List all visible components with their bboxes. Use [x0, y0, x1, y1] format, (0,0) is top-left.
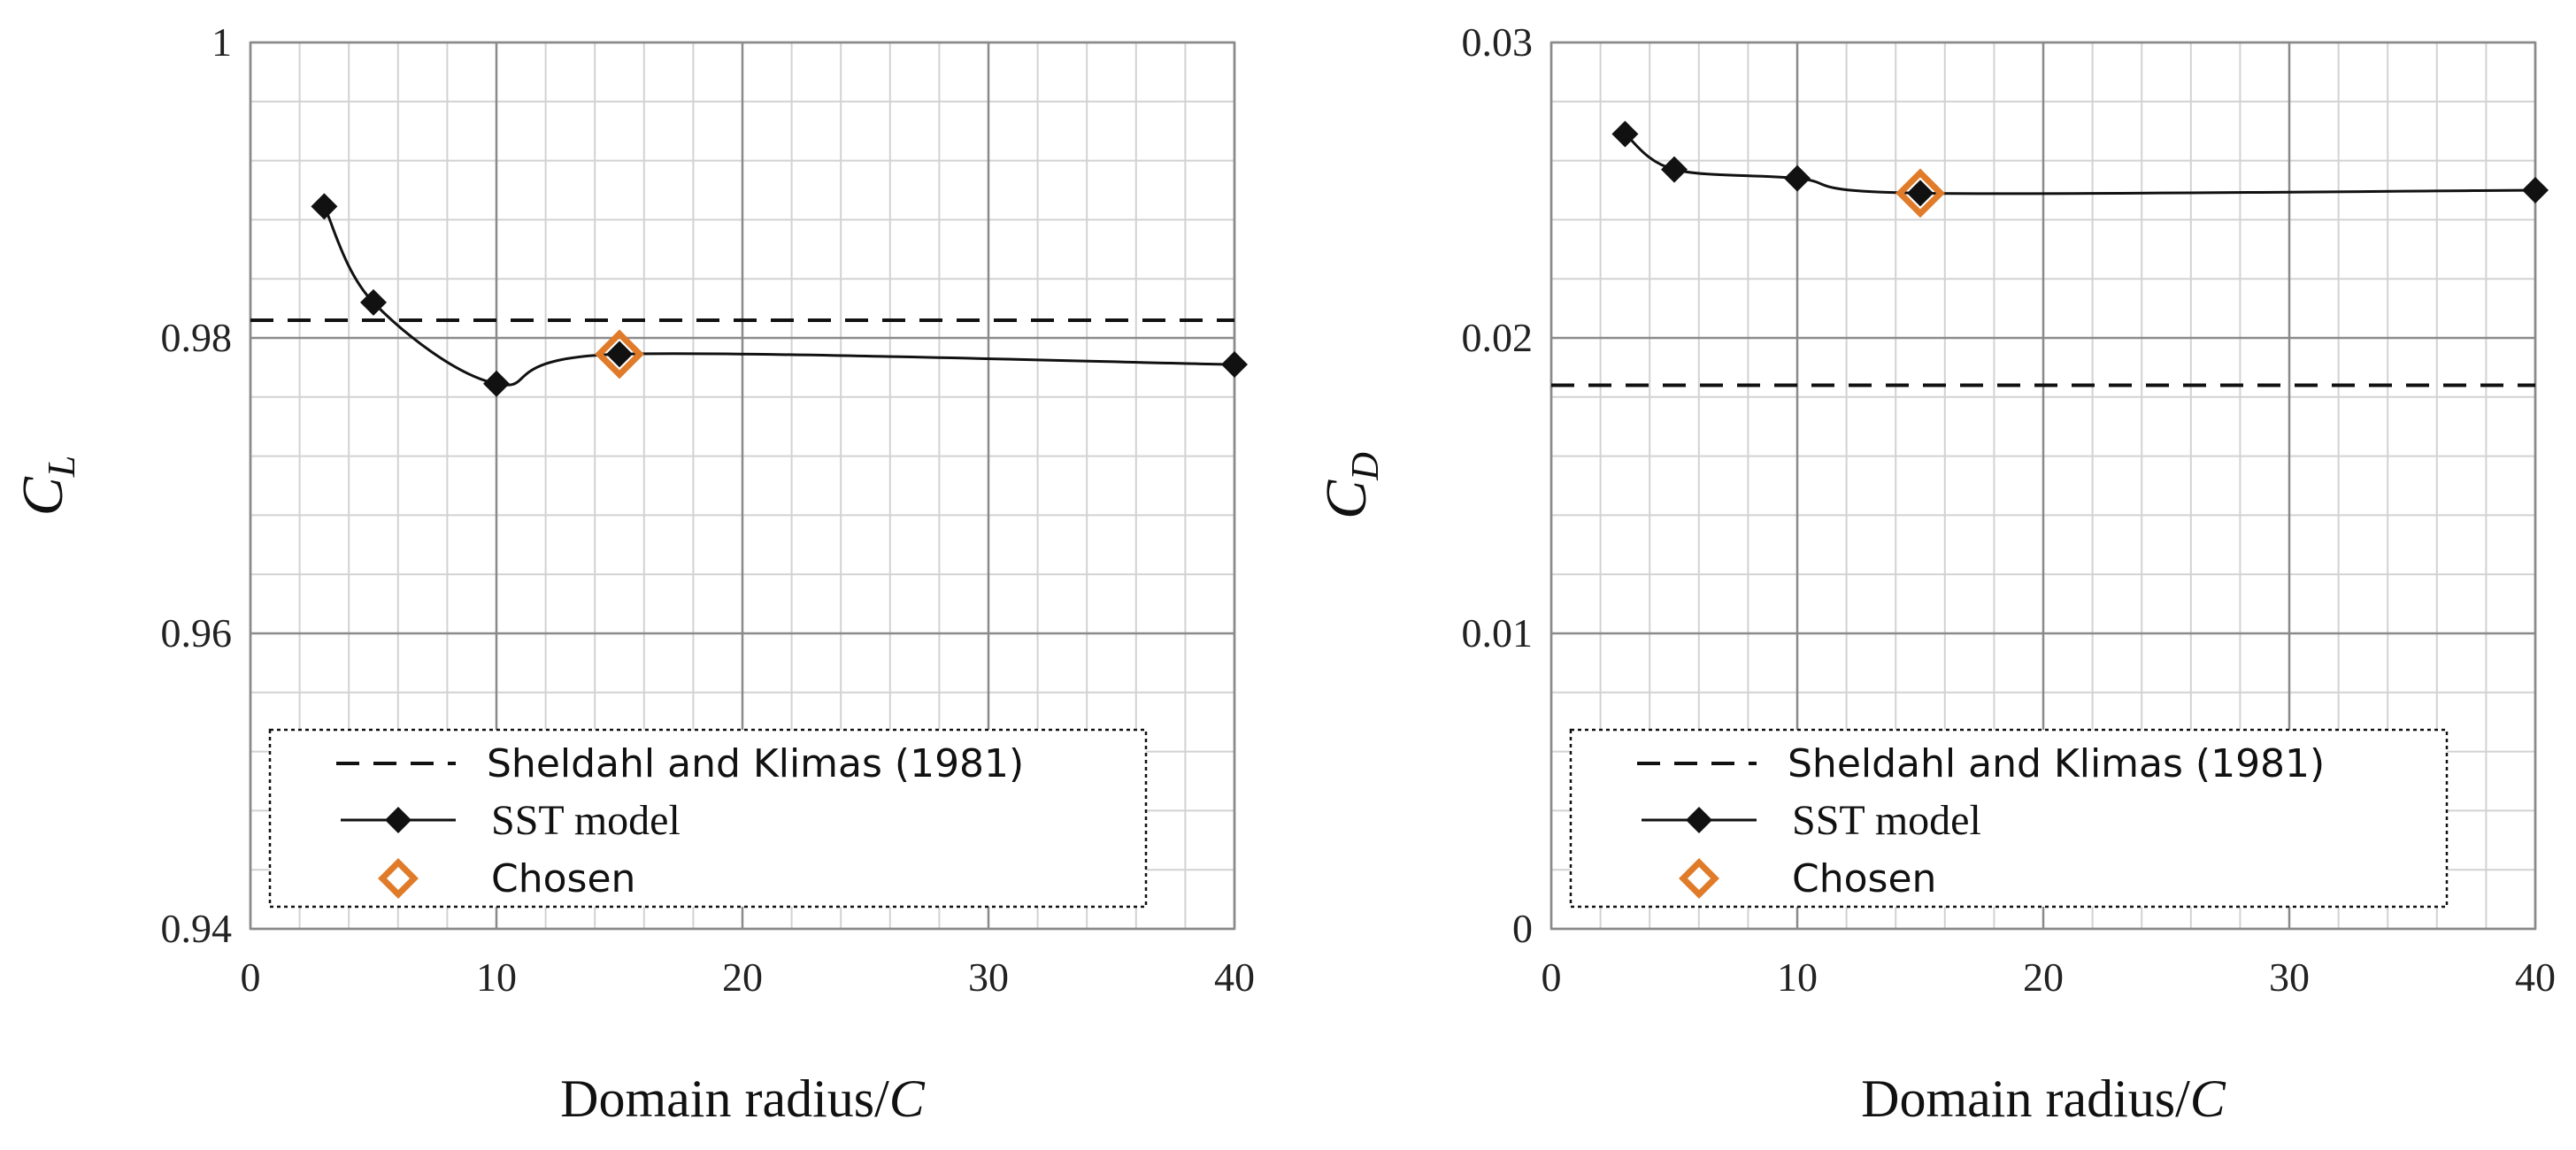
x-tick-label: 30 — [2269, 954, 2310, 1000]
x-tick-label: 10 — [476, 954, 517, 1000]
chosen-marker — [595, 329, 644, 380]
chosen-marker — [1895, 168, 1945, 218]
x-tick-label: 0 — [241, 954, 261, 1000]
legend-chosen-marker — [1679, 858, 1719, 899]
y-tick-label: 0.03 — [1462, 19, 1534, 65]
y-tick-label: 0.01 — [1462, 610, 1534, 656]
series-line — [1624, 133, 2536, 196]
legend-chosen-label: Chosen — [491, 856, 635, 901]
x-axis-label: Domain radius/C — [560, 1070, 926, 1128]
y-axis-label: CL — [11, 456, 83, 517]
legend: Sheldahl and Klimas (1981) SST model Chose… — [268, 728, 1148, 908]
data-point — [311, 193, 338, 220]
y-tick-label: 0 — [1512, 906, 1533, 951]
plot-frame — [1549, 41, 2537, 931]
data-point — [2522, 177, 2549, 203]
x-tick-label: 10 — [1777, 954, 1818, 1000]
y-tick-label: 1 — [211, 19, 232, 65]
y-tick-label: 0.94 — [161, 906, 233, 951]
x-tick-label: 20 — [2023, 954, 2064, 1000]
data-point — [1611, 120, 1639, 148]
x-tick-label: 0 — [1542, 954, 1562, 1000]
legend-series-marker — [385, 807, 411, 833]
data-point — [1221, 351, 1248, 379]
drag-coefficient-chart: 0 10 20 30 40 0 0.01 0.02 0.03 Domain radius/C CD S… — [1314, 19, 2556, 1128]
legend: Sheldahl and Klimas (1981) SST model Chose… — [1569, 728, 2449, 908]
legend-series-label: SST model — [491, 797, 681, 844]
legend-series-marker — [1686, 807, 1712, 833]
data-point — [606, 341, 633, 368]
series-line — [323, 205, 1235, 387]
data-point — [1661, 156, 1688, 183]
x-tick-label: 20 — [722, 954, 763, 1000]
plot-frame — [249, 41, 1236, 931]
x-tick-label: 40 — [1214, 954, 1255, 1000]
x-axis-label: Domain radius/C — [1861, 1070, 2226, 1128]
data-point — [360, 288, 387, 316]
y-tick-label: 0.98 — [161, 315, 233, 360]
data-point — [1784, 165, 1811, 192]
legend-chosen-label: Chosen — [1792, 856, 1936, 901]
lift-coefficient-chart: 0 10 20 30 40 0.94 0.96 0.98 1 Domain radius/C CL S… — [11, 19, 1255, 1128]
x-tick-label: 30 — [968, 954, 1009, 1000]
y-tick-label: 0.02 — [1462, 315, 1534, 360]
y-tick-label: 0.96 — [161, 610, 233, 656]
legend-reference-label: Sheldahl and Klimas (1981) — [487, 741, 1024, 786]
x-tick-label: 40 — [2515, 954, 2556, 1000]
data-point — [1907, 180, 1934, 207]
legend-chosen-marker — [378, 858, 419, 899]
legend-series-label: SST model — [1792, 797, 1981, 844]
legend-reference-label: Sheldahl and Klimas (1981) — [1788, 741, 2325, 786]
y-axis-label: CD — [1314, 452, 1387, 519]
data-point — [483, 370, 510, 397]
